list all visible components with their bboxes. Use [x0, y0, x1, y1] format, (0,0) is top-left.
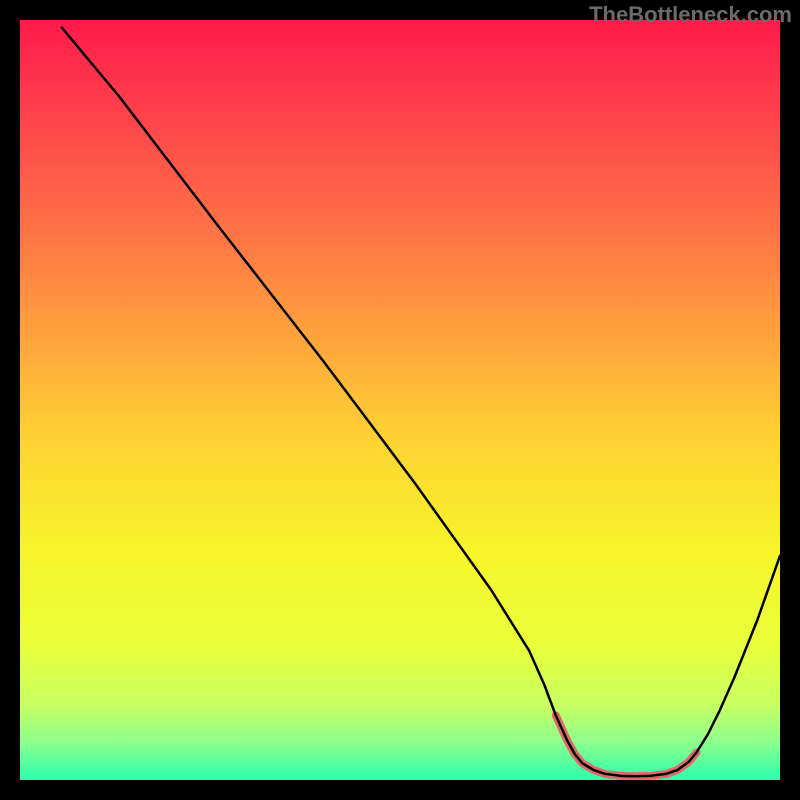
- chart-stage: TheBottleneck.com: [0, 0, 800, 800]
- attribution-label: TheBottleneck.com: [589, 2, 792, 28]
- plot-area: [20, 20, 780, 780]
- gradient-background: [20, 20, 780, 780]
- chart-svg: [20, 20, 780, 780]
